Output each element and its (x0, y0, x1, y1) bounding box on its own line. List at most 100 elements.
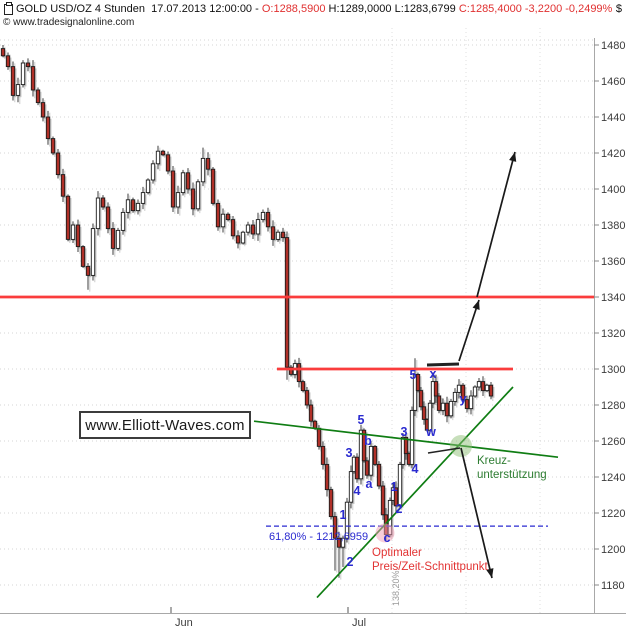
elliott-waves-watermark[interactable]: www.Elliott-Waves.com (79, 411, 251, 439)
candle (200, 147, 207, 188)
candle (165, 151, 172, 177)
y-tick-label: 1380 (601, 220, 625, 232)
candle (328, 486, 335, 522)
candle (90, 223, 97, 283)
candle (320, 441, 327, 472)
resistance-lines[interactable] (0, 295, 594, 371)
wave-label-4[interactable]: 4 (354, 484, 361, 498)
candle (484, 383, 491, 394)
wave-label-x[interactable]: x (430, 367, 437, 381)
candle (270, 220, 277, 248)
candle (300, 379, 307, 395)
wave-label-4[interactable]: 4 (412, 462, 419, 476)
candle (409, 406, 416, 471)
arrow-head (486, 568, 494, 578)
y-tick-label: 1360 (601, 256, 625, 268)
y-tick-label: 1260 (601, 436, 625, 448)
candle (348, 465, 355, 511)
candle (488, 381, 495, 402)
candle (40, 98, 47, 124)
drawing-segment[interactable] (426, 362, 460, 367)
candle (180, 169, 187, 198)
candle (70, 221, 77, 245)
candle (105, 202, 112, 236)
candle (368, 441, 375, 483)
candle (175, 185, 182, 216)
optimaler-schnittpunkt[interactable]: Optimaler (372, 547, 422, 559)
projection-arrows[interactable] (426, 151, 517, 579)
candle (250, 219, 257, 241)
candle (50, 136, 57, 157)
fib-retracement[interactable]: 61,80% - 1212,6959 (266, 525, 548, 543)
candle (210, 167, 217, 208)
candle (35, 87, 42, 107)
wave-label-a[interactable]: a (366, 477, 374, 491)
wave-label-w[interactable]: w (425, 425, 436, 439)
candle (444, 396, 451, 425)
x-tick-label: Jul (352, 617, 366, 629)
wave-label-c[interactable]: c (384, 531, 391, 545)
candle (125, 193, 132, 221)
support-ascending[interactable] (316, 386, 514, 599)
optimaler-schnittpunkt[interactable]: Preis/Zeit-Schnittpunkt (372, 561, 488, 573)
kreuz-unterstuetzung[interactable]: Kreuz- (477, 455, 511, 467)
candle (140, 186, 147, 211)
candle (55, 149, 62, 181)
candle (25, 58, 32, 74)
y-tick-label: 1300 (601, 364, 625, 376)
x-tick-label: Jun (175, 617, 193, 629)
wave-label-3[interactable]: 3 (401, 425, 408, 439)
candle (275, 229, 282, 244)
candle (110, 222, 117, 257)
annotations[interactable]: Kreuz-unterstützung Optimaler Preis/Zeit-S… (372, 455, 547, 606)
candle (215, 199, 222, 233)
arrow-line[interactable] (458, 299, 480, 362)
arrow-line[interactable] (476, 151, 516, 298)
highlight-circles (375, 435, 472, 543)
candle (476, 378, 483, 393)
resistance-descending[interactable] (253, 420, 559, 459)
candle (220, 208, 227, 235)
y-tick-label: 1460 (601, 76, 625, 88)
y-tick-label: 1480 (601, 40, 625, 52)
axes: 1480 1460 1440 1420 1400 1380 1360 1340 1320 1300… (0, 38, 626, 629)
candle (464, 395, 471, 415)
candle (235, 230, 242, 251)
candle (397, 461, 404, 511)
wave-label-2[interactable]: 2 (347, 555, 354, 569)
candle (225, 212, 232, 224)
arrow-line[interactable] (460, 447, 493, 579)
candle (65, 194, 72, 243)
candle (308, 399, 315, 429)
wave-labels[interactable]: 1 2 3 4 5 a b c 1 2 3 4 5 w x y (340, 367, 467, 569)
candle (324, 457, 331, 499)
candle (185, 168, 192, 196)
candle (155, 145, 162, 171)
candle (415, 372, 422, 395)
wave-label-3[interactable]: 3 (346, 446, 353, 460)
wave-label-b[interactable]: b (364, 434, 372, 448)
watermark-text: www.Elliott-Waves.com (85, 416, 245, 434)
candle (100, 195, 107, 212)
y-tick-label: 1180 (601, 580, 625, 592)
candle (120, 208, 127, 237)
kreuz-unterstuetzung[interactable]: unterstützung (477, 469, 547, 481)
wave-label-1[interactable]: 1 (340, 508, 347, 522)
price-gridlines (0, 39, 594, 586)
candle (95, 191, 102, 238)
wave-label-5[interactable]: 5 (358, 413, 365, 427)
candle (456, 379, 463, 401)
wave-label-5[interactable]: 5 (410, 368, 417, 382)
candle (452, 388, 459, 408)
candle (427, 399, 434, 436)
wave-label-1[interactable]: 1 (391, 480, 398, 494)
wave-label-y[interactable]: y (460, 392, 467, 406)
wave-label-2[interactable]: 2 (396, 502, 403, 516)
drawing-segment[interactable] (427, 447, 461, 454)
trendlines[interactable] (253, 386, 559, 599)
candle (344, 497, 351, 545)
candle (10, 61, 17, 103)
candle (284, 231, 291, 382)
candle (20, 60, 27, 90)
